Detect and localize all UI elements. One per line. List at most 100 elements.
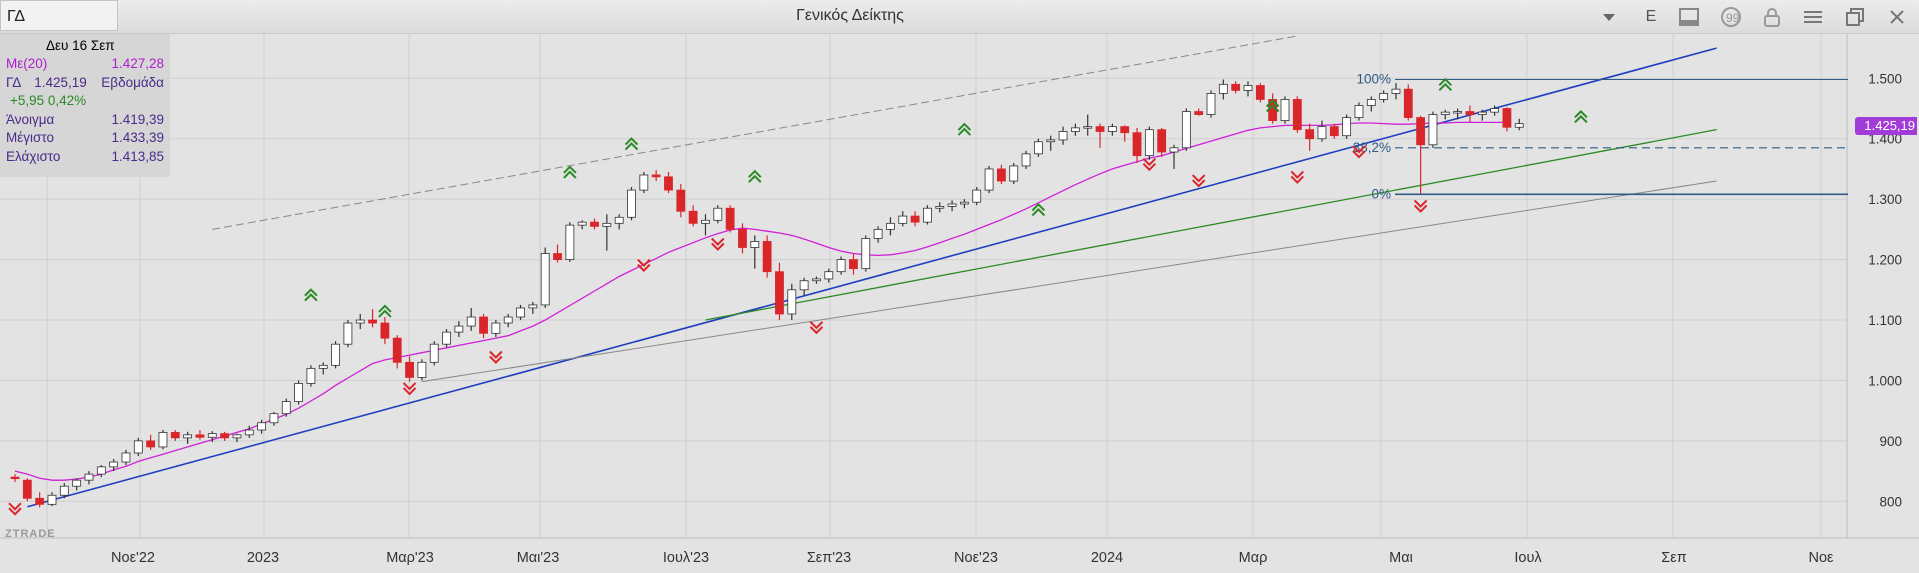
candle (861, 235, 871, 272)
info-period: Εβδομάδα (101, 75, 164, 90)
price-chart[interactable]: 800 900 1.000 1.100 1.200 1.300 1.400 1.500 Νοε'… (0, 34, 1919, 573)
candle (269, 411, 279, 426)
candle-body (1366, 99, 1376, 106)
window-icon[interactable] (1676, 4, 1702, 30)
e-button[interactable]: E (1645, 8, 1657, 25)
candle (775, 262, 784, 321)
x-tick-label: Ιουλ'23 (663, 550, 709, 566)
candle-body (72, 479, 82, 487)
candle (1514, 118, 1524, 131)
candle-body (158, 432, 168, 448)
candle (479, 313, 488, 339)
candle (540, 247, 550, 308)
candle-body (1440, 111, 1450, 115)
candle-body (257, 422, 267, 431)
up-signal-arrow (1031, 203, 1046, 217)
candle-body (738, 228, 747, 248)
candle-body (947, 203, 957, 207)
symbol-input[interactable]: ΓΔ (0, 0, 118, 31)
candle-body (540, 253, 550, 306)
trendline-blue (27, 47, 1717, 508)
candle-body (1021, 153, 1031, 167)
candle (35, 492, 45, 508)
candle (244, 425, 254, 438)
x-tick-label: 2023 (247, 550, 279, 566)
candle-body (1342, 117, 1352, 137)
candle-body (960, 201, 969, 205)
candle-body (923, 207, 932, 223)
restore-icon[interactable] (1842, 4, 1868, 30)
candle (713, 205, 723, 224)
candle-body (1231, 83, 1241, 91)
candle-body (627, 189, 636, 218)
candle-body (59, 485, 69, 496)
candle-body (10, 476, 20, 480)
close-icon[interactable] (1884, 4, 1910, 30)
candle (84, 471, 94, 485)
candle-body (479, 316, 488, 334)
lock-icon[interactable] (1759, 4, 1785, 30)
x-tick-label: Νοε'22 (111, 550, 155, 566)
candle-body (935, 206, 945, 209)
candle-body (873, 228, 883, 239)
candle (170, 430, 180, 441)
candle (294, 380, 303, 405)
candle (1021, 150, 1031, 169)
candle-body (1194, 111, 1204, 115)
candle-body (1144, 129, 1154, 157)
candle (454, 321, 464, 337)
y-tick-label: 1.300 (1868, 192, 1902, 207)
candle (1490, 105, 1499, 116)
candle (935, 202, 945, 213)
candle-body (1502, 108, 1512, 128)
candle (281, 398, 291, 417)
y-tick-label: 800 (1879, 494, 1902, 509)
candle (257, 419, 267, 434)
candle (392, 335, 402, 369)
candle (1292, 96, 1302, 133)
candle-body (1083, 126, 1093, 129)
candle (824, 268, 834, 283)
candle-body (775, 271, 784, 315)
candle (405, 356, 414, 382)
candle (1379, 90, 1389, 103)
candle (1403, 84, 1413, 121)
candle-body (1157, 129, 1167, 153)
info-ma-label: Με(20) (6, 56, 48, 71)
candle (47, 492, 57, 507)
candle (343, 320, 353, 348)
candle (639, 171, 649, 194)
candle (380, 316, 390, 345)
candle (1046, 135, 1056, 151)
candle-body (109, 461, 119, 468)
candle-body (984, 168, 994, 191)
candle-body (1329, 126, 1339, 137)
candle (195, 430, 205, 440)
candle-body (232, 434, 242, 439)
candle-body (787, 289, 797, 315)
candle (1144, 126, 1154, 160)
candle (1157, 127, 1167, 157)
up-signal-arrow (304, 288, 318, 302)
up-signal-arrow (378, 304, 392, 318)
candle (442, 329, 451, 348)
candle (1070, 123, 1080, 136)
dropdown-icon[interactable] (1596, 4, 1622, 30)
candle-body (1033, 141, 1043, 155)
candle-body (824, 271, 834, 280)
info-last: 1.425,19 (34, 75, 87, 90)
quote-icon[interactable]: 99 (1718, 4, 1744, 30)
y-tick-label: 1.500 (1868, 71, 1902, 86)
candle-body (972, 189, 982, 203)
candle (59, 483, 69, 499)
candle-body (910, 215, 920, 223)
candle (553, 244, 562, 263)
candle (183, 431, 193, 444)
candle (1428, 111, 1438, 148)
menu-icon[interactable] (1800, 4, 1826, 30)
trendline-grey-upper-dashed (212, 35, 1298, 230)
candle (1181, 108, 1191, 151)
down-signal-arrow (1413, 199, 1428, 213)
candle (651, 170, 661, 182)
candle-body (121, 452, 131, 463)
